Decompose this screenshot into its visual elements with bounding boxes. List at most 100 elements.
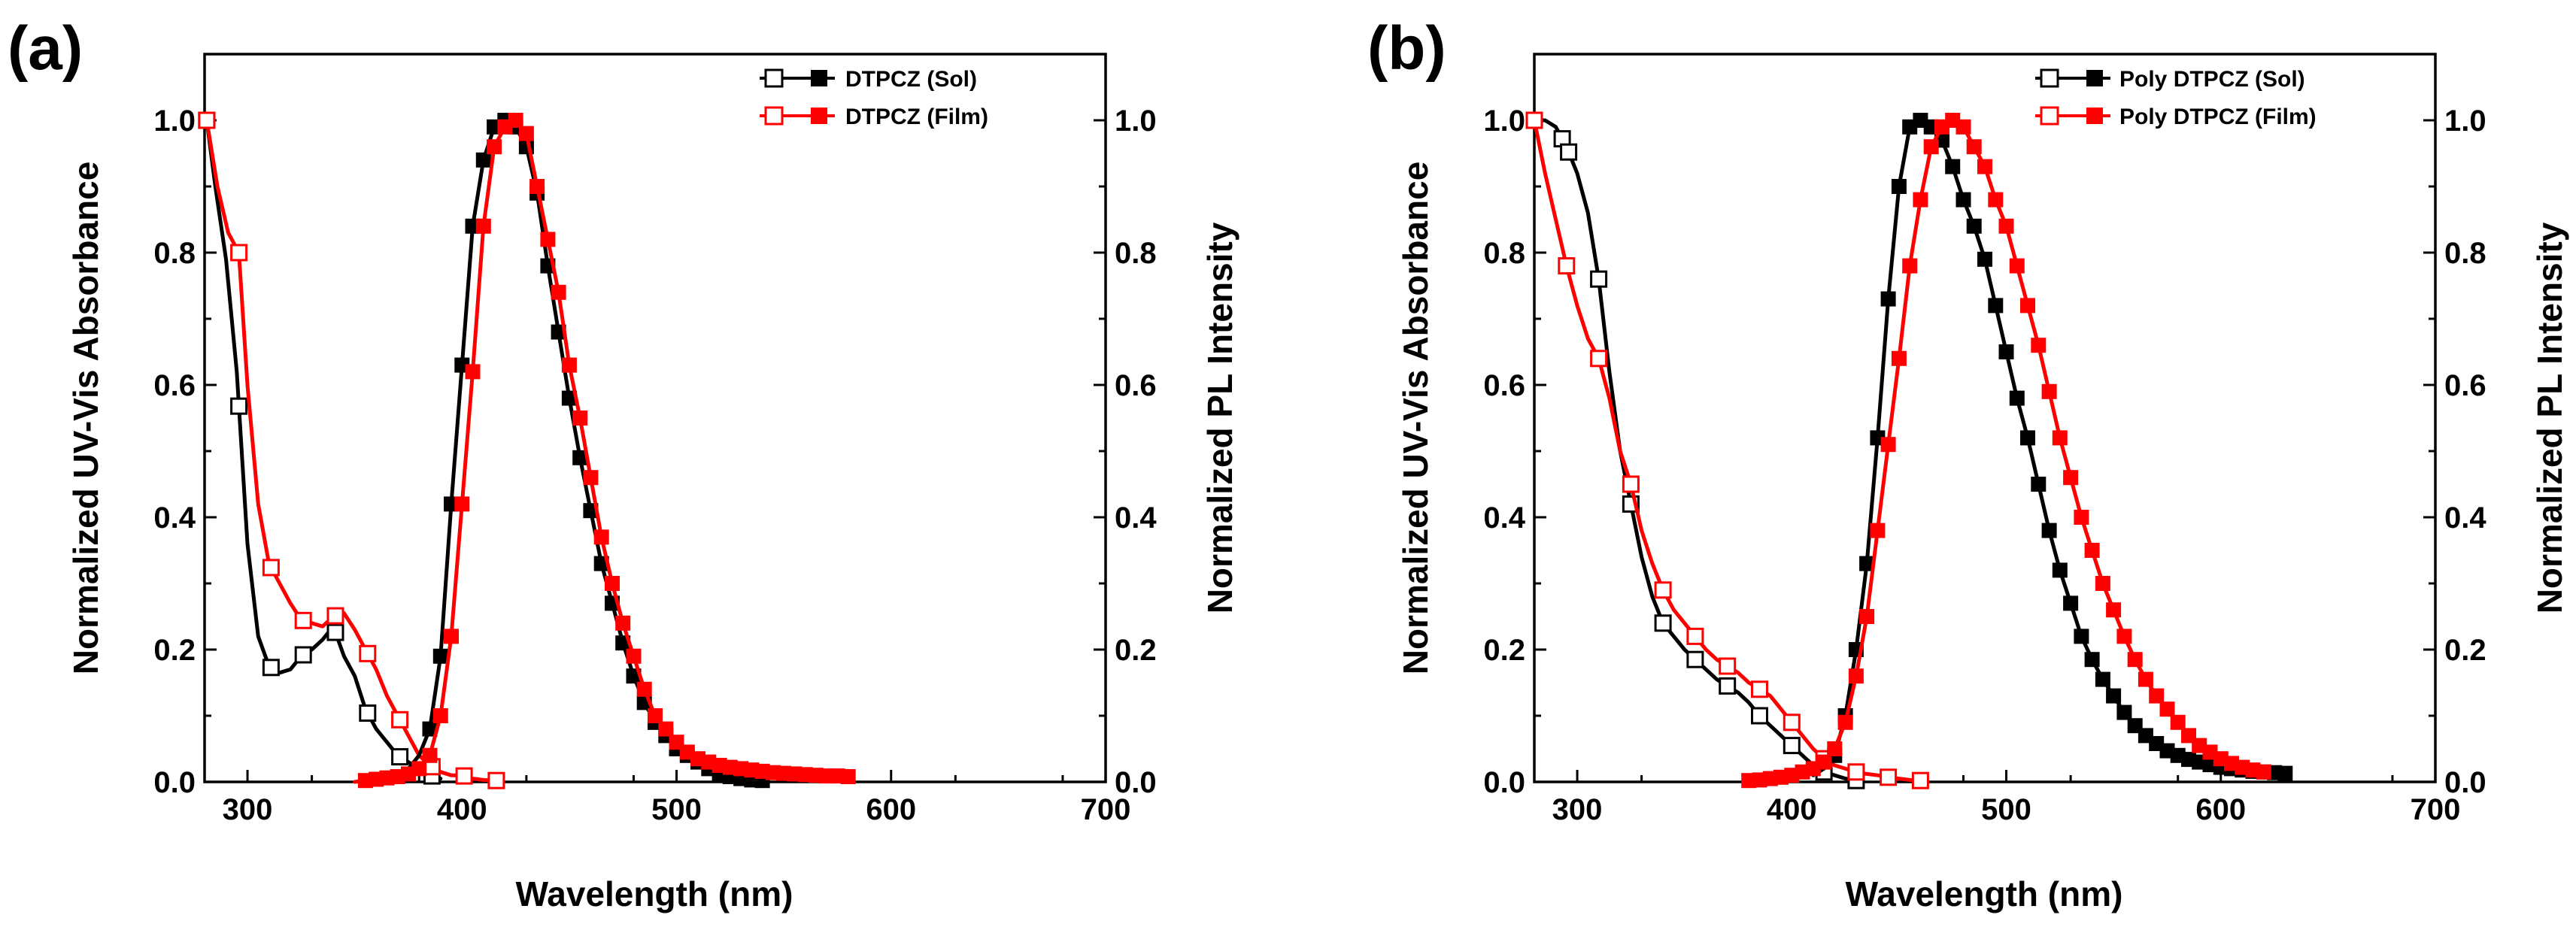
series-marker-poly-dtpcz-sol-pl [1891,179,1907,194]
series-marker-poly-dtpcz-film-pl [2149,688,2165,704]
y-left-tick-label-a: 1.0 [153,105,196,138]
series-marker-dtpcz-film-absorbance [455,767,473,785]
series-marker-poly-dtpcz-sol-absorbance [1719,677,1737,695]
series-line-dtpcz-film-absorbance [205,118,496,783]
series-marker-dtpcz-film-absorbance [294,611,312,629]
y-left-tick-label-a: 0.6 [153,369,196,402]
legend-a: DTPCZ (Sol) DTPCZ (Film) [760,67,988,129]
series-marker-dtpcz-sol-pl [432,648,448,664]
series-marker-poly-dtpcz-sol-pl [2041,523,2057,538]
series-marker-poly-dtpcz-sol-pl [2106,688,2122,704]
legend-label-film-b: Poly DTPCZ (Film) [2119,105,2317,129]
series-marker-poly-dtpcz-sol-absorbance [1751,707,1768,725]
series-marker-dtpcz-film-absorbance [359,644,377,662]
series-marker-dtpcz-film-pl [518,126,534,141]
series-marker-poly-dtpcz-film-pl [1988,192,2004,208]
series-marker-dtpcz-sol-absorbance [230,397,248,415]
series-marker-poly-dtpcz-film-absorbance [1719,657,1737,675]
series-marker-dtpcz-film-pl [840,769,856,784]
series-marker-dtpcz-film-pl [487,139,502,155]
series-marker-dtpcz-film-pl [454,496,470,512]
legend-open-marker-film-b [2040,106,2059,126]
y-left-tick-label-a: 0.4 [153,501,196,535]
series-marker-dtpcz-sol-pl [561,390,577,406]
legend-label-sol-b: Poly DTPCZ (Sol) [2119,67,2305,92]
series-marker-poly-dtpcz-sol-pl [2009,390,2025,406]
legend-filled-marker-sol-a [811,70,827,86]
series-marker-poly-dtpcz-film-pl [2095,576,2110,591]
series-marker-poly-dtpcz-film-pl [1998,218,2014,234]
plot-frame-b [1533,53,2437,783]
y-left-tick-label-a: 0.2 [153,634,196,667]
y-axis-right-label-a: Normalized PL Intensity [1200,222,1239,613]
series-marker-poly-dtpcz-film-pl [1870,523,1886,538]
series-marker-poly-dtpcz-sol-absorbance [1686,650,1704,668]
series-marker-poly-dtpcz-film-pl [2106,602,2122,618]
series-marker-dtpcz-sol-absorbance [391,748,409,766]
series-marker-poly-dtpcz-film-pl [2127,652,2143,668]
legend-filled-marker-sol-b [2086,70,2103,86]
series-marker-poly-dtpcz-film-absorbance [1880,768,1898,786]
series-marker-poly-dtpcz-film-pl [2138,671,2153,687]
series-marker-poly-dtpcz-film-absorbance [1622,475,1640,493]
series-marker-dtpcz-film-absorbance [198,111,216,129]
y-axis-left-label-a: Normalized UV-Vis Absorbance [66,162,105,675]
x-tick-label-a-600: 600 [866,793,916,826]
series-marker-poly-dtpcz-film-pl [2031,338,2047,353]
series-marker-poly-dtpcz-film-absorbance [1783,713,1801,732]
y-left-tick-label-b: 0.0 [1483,766,1525,799]
y-axis-left-label-b: Normalized UV-Vis Absorbance [1396,162,1435,675]
legend-open-marker-sol-b [2040,68,2059,88]
series-marker-poly-dtpcz-film-absorbance [1558,257,1576,275]
series-marker-poly-dtpcz-sol-pl [2031,477,2047,492]
series-marker-poly-dtpcz-film-pl [2009,258,2025,274]
series-marker-dtpcz-sol-absorbance [326,623,344,641]
series-marker-poly-dtpcz-film-absorbance [1686,627,1704,645]
series-marker-poly-dtpcz-film-pl [2041,383,2057,399]
series-marker-dtpcz-film-pl [615,615,631,631]
series-marker-poly-dtpcz-sol-pl [2074,629,2089,644]
series-marker-dtpcz-film-absorbance [487,771,505,789]
series-marker-poly-dtpcz-film-pl [1880,437,1896,453]
series-marker-poly-dtpcz-film-pl [1848,668,1864,684]
series-marker-dtpcz-sol-pl [572,450,588,465]
series-marker-dtpcz-sol-absorbance [359,704,377,722]
series-marker-poly-dtpcz-sol-pl [2116,704,2132,720]
series-marker-poly-dtpcz-sol-absorbance [1783,737,1801,755]
series-marker-dtpcz-sol-pl [422,721,438,737]
series-marker-dtpcz-film-absorbance [262,559,280,577]
y-left-tick-label-b: 0.8 [1483,237,1525,270]
series-marker-dtpcz-film-pl [658,721,674,737]
series-marker-poly-dtpcz-sol-pl [2052,562,2068,578]
series-marker-poly-dtpcz-film-pl [1966,139,1982,155]
series-marker-poly-dtpcz-film-pl [1977,159,1992,174]
series-marker-poly-dtpcz-film-pl [2074,510,2089,525]
series-marker-poly-dtpcz-film-absorbance [1847,763,1865,781]
y-axis-right-label-b: Normalized PL Intensity [2530,222,2569,613]
y-right-tick-label-b: 0.0 [2444,766,2486,799]
y-right-tick-label-a: 1.0 [1115,105,1157,138]
series-marker-poly-dtpcz-film-pl [1859,609,1875,624]
panel-label-a: (a) [8,14,83,83]
series-marker-poly-dtpcz-film-pl [1837,714,1853,730]
y-right-tick-label-a: 0.8 [1115,237,1157,270]
y-right-tick-label-a: 0.0 [1115,766,1157,799]
y-left-tick-label-a: 0.0 [153,766,196,799]
series-marker-poly-dtpcz-sol-pl [2095,671,2110,687]
legend-open-marker-film-a [764,106,784,126]
series-marker-dtpcz-film-pl [605,576,620,591]
series-marker-poly-dtpcz-film-pl [2116,629,2132,644]
series-marker-poly-dtpcz-sol-pl [2277,765,2293,781]
y-right-tick-label-a: 0.2 [1115,634,1157,667]
series-marker-poly-dtpcz-sol-pl [1945,159,1961,174]
series-marker-dtpcz-film-pl [626,648,642,664]
legend-filled-marker-film-a [811,108,827,124]
series-marker-poly-dtpcz-film-pl [1913,192,1928,208]
series-marker-poly-dtpcz-sol-pl [1977,251,1992,267]
series-marker-dtpcz-film-pl [561,357,577,373]
